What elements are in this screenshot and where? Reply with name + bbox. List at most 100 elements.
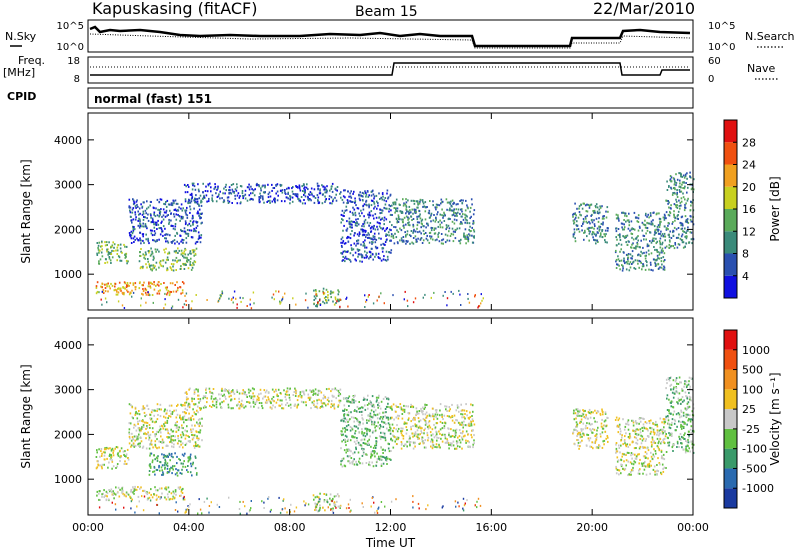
data-cell [356,221,358,224]
data-cell [421,427,423,430]
data-cell [344,434,347,437]
data-cell [605,425,607,428]
data-cell [241,399,243,402]
data-cell [101,303,103,306]
data-cell [137,205,139,208]
data-cell [622,265,624,268]
data-cell [363,396,365,399]
colorbar-tick-label: 12 [742,225,756,238]
data-cell [128,422,131,425]
data-cell [400,212,403,214]
data-cell [437,437,440,439]
data-cell [369,415,371,418]
data-cell [361,447,363,450]
data-cell [589,445,591,448]
data-cell [420,430,422,433]
data-cell [215,192,217,195]
data-cell [156,489,159,492]
data-cell [656,225,659,228]
data-cell [400,443,403,446]
data-cell [172,435,174,437]
data-cell [138,217,140,220]
data-cell [106,492,109,495]
data-cell [360,228,362,231]
data-cell [167,432,169,435]
data-cell [583,432,585,435]
data-cell [665,245,668,248]
data-cell [412,218,415,220]
data-cell [379,438,382,441]
data-cell [158,209,161,211]
data-cell [370,230,373,233]
data-cell [214,187,216,190]
data-cell [625,220,627,223]
data-cell [150,221,152,224]
data-cell [597,446,600,449]
data-cell [155,498,158,501]
data-cell [108,252,111,254]
data-cell [335,199,338,202]
data-cell [593,441,596,444]
data-cell [580,203,582,206]
data-cell [188,198,190,201]
data-cell [440,242,443,245]
data-cell [574,240,577,243]
data-cell [246,186,249,189]
data-cell [149,465,151,468]
data-cell [422,440,424,442]
data-cell [189,250,192,253]
data-cell [373,195,376,198]
data-cell [368,194,370,197]
data-cell [258,399,260,402]
data-cell [149,294,151,297]
data-cell [195,198,197,201]
data-cell [594,409,596,412]
data-cell [261,407,264,410]
data-cell [187,185,190,188]
data-cell [111,284,114,287]
data-cell [305,186,308,189]
cpid-value: normal (fast) 151 [94,92,212,106]
data-cell [349,210,351,213]
data-cell [460,409,463,412]
data-cell [294,395,297,397]
data-cell [344,209,347,212]
data-cell [206,397,208,400]
data-cell [292,297,294,300]
data-cell [112,241,114,244]
data-cell [464,213,466,216]
data-cell [619,427,621,430]
data-cell [159,403,162,406]
data-cell [445,228,447,231]
data-cell [685,237,688,240]
data-cell [336,300,338,303]
data-cell [395,416,398,419]
data-cell [228,395,231,398]
data-cell [164,458,166,461]
data-cell [375,252,377,255]
data-cell [682,241,685,244]
data-cell [205,194,208,197]
data-cell [370,190,373,193]
data-cell [189,458,191,461]
data-cell [664,239,666,242]
data-cell [191,433,193,436]
data-cell [320,391,323,394]
data-cell [614,419,617,421]
data-cell [586,433,588,436]
data-cell [309,191,312,194]
data-cell [370,254,372,257]
data-cell [348,217,351,220]
data-cell [651,239,654,242]
data-cell [116,259,118,262]
data-cell [349,233,352,236]
data-cell [184,418,187,421]
data-cell [149,266,151,269]
data-cell [375,437,378,440]
data-cell [332,200,334,203]
data-cell [153,211,156,214]
data-cell [130,490,133,493]
data-cell [221,401,223,404]
data-cell [199,418,201,421]
data-cell [156,438,158,441]
